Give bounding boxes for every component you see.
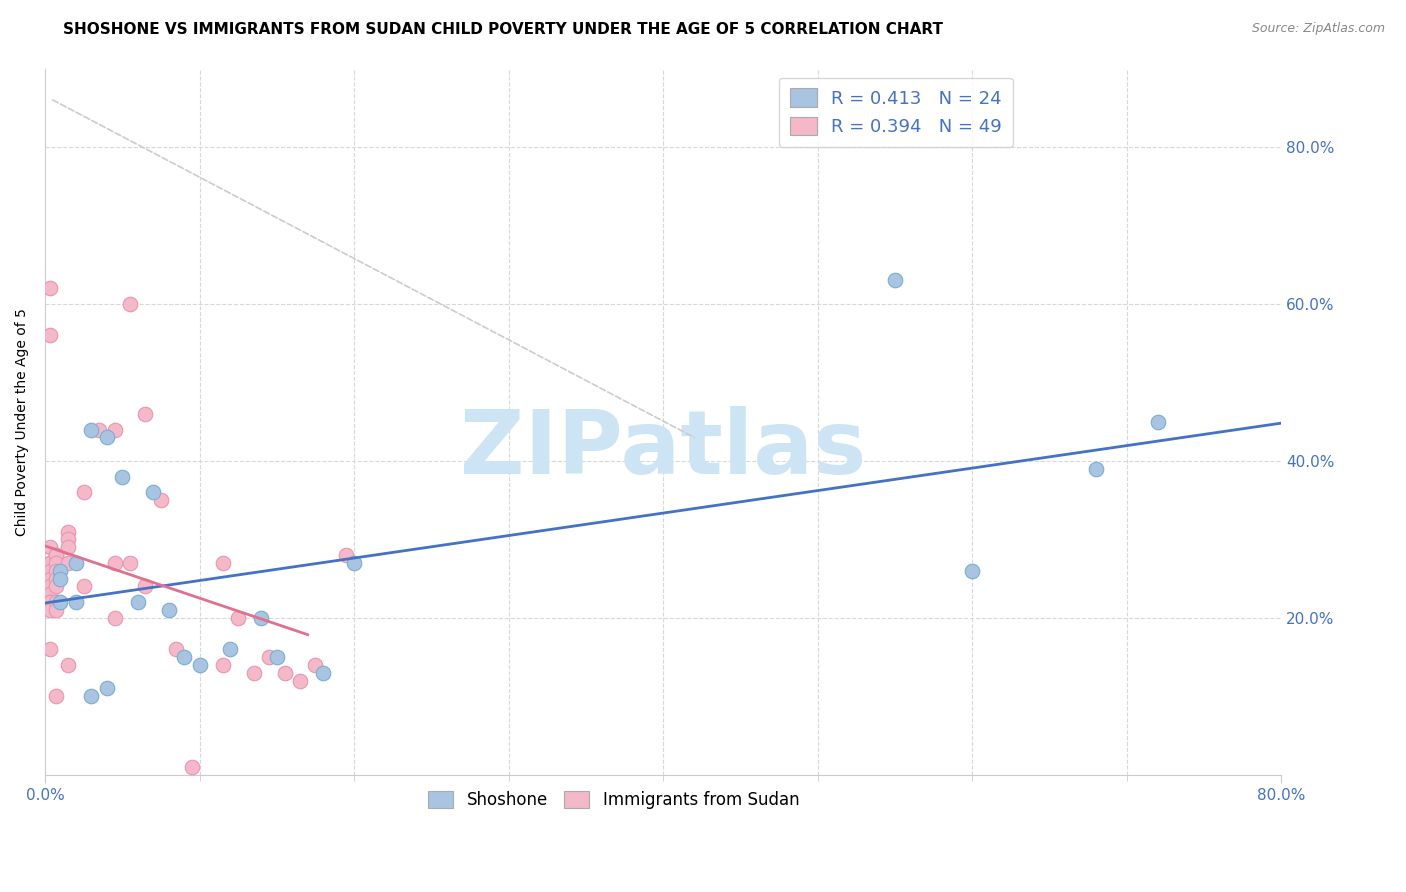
Point	[111, 469, 134, 483]
Point	[118, 556, 141, 570]
Point	[72, 485, 94, 500]
Point	[288, 673, 311, 688]
Point	[38, 642, 60, 657]
Point	[118, 297, 141, 311]
Point	[188, 657, 211, 672]
Point	[157, 603, 180, 617]
Point	[103, 611, 125, 625]
Point	[45, 603, 67, 617]
Point	[304, 657, 326, 672]
Point	[38, 603, 60, 617]
Point	[257, 650, 280, 665]
Point	[38, 556, 60, 570]
Point	[173, 650, 195, 665]
Text: ZIPatlas: ZIPatlas	[460, 407, 866, 493]
Point	[45, 564, 67, 578]
Point	[80, 423, 103, 437]
Point	[38, 540, 60, 554]
Point	[103, 423, 125, 437]
Point	[96, 430, 118, 444]
Point	[38, 556, 60, 570]
Point	[142, 485, 165, 500]
Point	[38, 587, 60, 601]
Point	[80, 690, 103, 704]
Point	[38, 595, 60, 609]
Text: SHOSHONE VS IMMIGRANTS FROM SUDAN CHILD POVERTY UNDER THE AGE OF 5 CORRELATION C: SHOSHONE VS IMMIGRANTS FROM SUDAN CHILD …	[63, 22, 943, 37]
Point	[56, 524, 79, 539]
Point	[45, 556, 67, 570]
Point	[1084, 462, 1107, 476]
Point	[266, 650, 288, 665]
Point	[56, 556, 79, 570]
Point	[96, 681, 118, 696]
Point	[127, 595, 149, 609]
Point	[65, 595, 87, 609]
Point	[45, 548, 67, 562]
Point	[149, 493, 172, 508]
Point	[38, 281, 60, 295]
Point	[49, 595, 72, 609]
Point	[134, 407, 156, 421]
Point	[884, 273, 907, 287]
Point	[335, 548, 357, 562]
Point	[1146, 415, 1168, 429]
Point	[87, 423, 110, 437]
Point	[38, 579, 60, 593]
Point	[250, 611, 273, 625]
Legend: Shoshone, Immigrants from Sudan: Shoshone, Immigrants from Sudan	[422, 784, 806, 816]
Point	[211, 657, 233, 672]
Point	[38, 328, 60, 343]
Point	[219, 642, 242, 657]
Point	[72, 579, 94, 593]
Point	[211, 556, 233, 570]
Point	[226, 611, 249, 625]
Point	[180, 760, 202, 774]
Point	[65, 556, 87, 570]
Point	[56, 657, 79, 672]
Point	[45, 579, 67, 593]
Point	[343, 556, 366, 570]
Point	[273, 665, 295, 680]
Point	[45, 572, 67, 586]
Point	[45, 690, 67, 704]
Point	[962, 564, 984, 578]
Point	[45, 595, 67, 609]
Point	[56, 533, 79, 547]
Y-axis label: Child Poverty Under the Age of 5: Child Poverty Under the Age of 5	[15, 308, 30, 535]
Point	[49, 572, 72, 586]
Point	[103, 556, 125, 570]
Text: Source: ZipAtlas.com: Source: ZipAtlas.com	[1251, 22, 1385, 36]
Point	[134, 579, 156, 593]
Point	[56, 540, 79, 554]
Point	[312, 665, 335, 680]
Point	[45, 548, 67, 562]
Point	[38, 564, 60, 578]
Point	[38, 595, 60, 609]
Point	[49, 564, 72, 578]
Point	[38, 572, 60, 586]
Point	[165, 642, 187, 657]
Point	[242, 665, 264, 680]
